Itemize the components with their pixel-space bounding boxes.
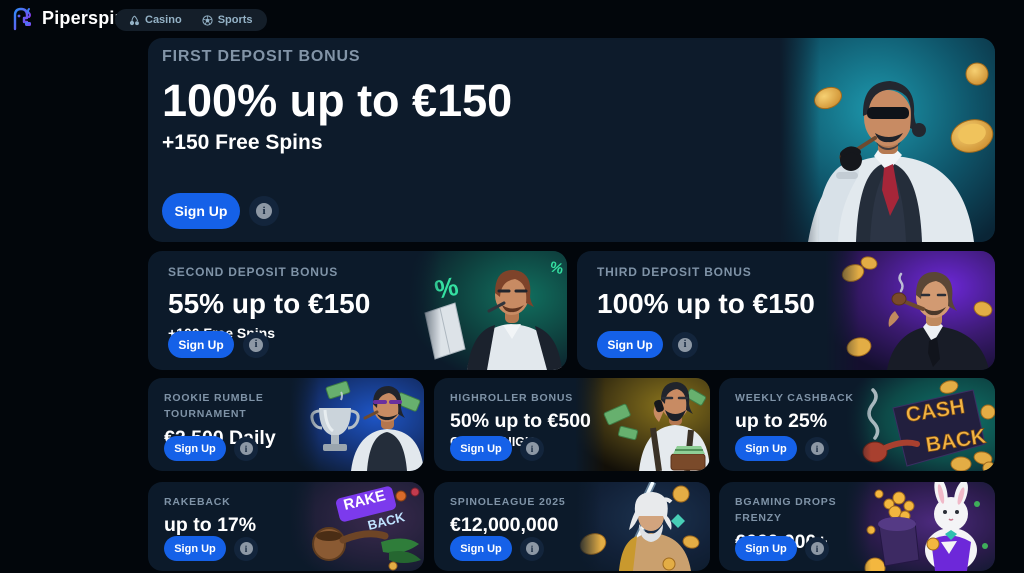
- card-title: 100% up to €150: [597, 288, 815, 319]
- card-title: up to 25%: [735, 410, 828, 433]
- zeus-lightning-coins-illustration: [575, 482, 710, 571]
- sign-up-button[interactable]: Sign Up: [735, 436, 797, 461]
- main-nav: Casino Sports: [115, 9, 267, 31]
- sign-up-button[interactable]: Sign Up: [162, 193, 240, 229]
- card-rakeback: RAKE BACK RAKEBACK up to 17% Sign Up i: [148, 482, 424, 571]
- brand-name: Piperspin: [42, 8, 126, 28]
- hero-man-with-pipe-illustration: [780, 38, 995, 242]
- soccer-ball-icon: [202, 14, 213, 26]
- gentleman-pipe-coins-illustration: [825, 251, 995, 370]
- cherries-icon: [129, 15, 139, 25]
- nav-sports[interactable]: Sports: [202, 14, 253, 26]
- man-suspenders-cash-illustration: [575, 378, 710, 471]
- sign-up-button[interactable]: Sign Up: [597, 331, 663, 358]
- cashback-sign-pipe-illustration: CASH BACK: [845, 378, 995, 471]
- sign-up-button[interactable]: Sign Up: [164, 436, 226, 461]
- info-icon[interactable]: i: [520, 436, 544, 461]
- rabbit-magician-coins-illustration: [845, 482, 995, 571]
- card-label: SPINOLEAGUE 2025: [450, 496, 566, 508]
- hero-banner-first-deposit: FIRST DEPOSIT BONUS 100% up to €150 +150…: [148, 38, 995, 242]
- man-reading-book-illustration: % %: [407, 251, 567, 370]
- card-label: HIGHROLLER BONUS: [450, 392, 574, 404]
- card-title: 55% up to €150: [168, 288, 371, 319]
- info-icon[interactable]: i: [234, 536, 258, 561]
- rakeback-pipe-leaves-illustration: RAKE BACK: [289, 482, 424, 571]
- card-title: up to 17%: [164, 514, 257, 537]
- info-icon[interactable]: i: [805, 436, 829, 461]
- card-label: SECOND DEPOSIT BONUS: [168, 265, 339, 279]
- info-icon[interactable]: i: [672, 331, 698, 358]
- card-highroller-bonus: HIGHROLLER BONUS 50% up to €500 Code: 50…: [434, 378, 710, 471]
- card-second-deposit-bonus: % % SECOND DEPOSIT BONUS 55% up to €150 …: [148, 251, 567, 370]
- sign-up-button[interactable]: Sign Up: [735, 536, 797, 561]
- card-label: WEEKLY CASHBACK: [735, 392, 854, 404]
- card-label: RAKEBACK: [164, 496, 231, 508]
- info-icon[interactable]: i: [234, 436, 258, 461]
- card-third-deposit-bonus: THIRD DEPOSIT BONUS 100% up to €150 Sign…: [577, 251, 995, 370]
- sign-up-button[interactable]: Sign Up: [164, 536, 226, 561]
- man-trophy-cash-illustration: [289, 378, 424, 471]
- card-weekly-cashback: CASH BACK WEEKLY CASHBACK up to 25% Sign…: [719, 378, 995, 471]
- hero-label: FIRST DEPOSIT BONUS: [162, 48, 361, 65]
- hero-title: 100% up to €150: [162, 75, 513, 126]
- card-spinoleague-2025: SPINOLEAGUE 2025 €12,000,000 Sign Up i: [434, 482, 710, 571]
- info-icon[interactable]: i: [520, 536, 544, 561]
- sign-up-button[interactable]: Sign Up: [450, 436, 512, 461]
- card-label: ROOKIE RUMBLE TOURNAMENT: [164, 392, 264, 421]
- info-icon[interactable]: i: [249, 196, 279, 226]
- sign-up-button[interactable]: Sign Up: [450, 536, 512, 561]
- hero-subtitle: +150 Free Spins: [162, 131, 323, 154]
- card-title: €12,000,000: [450, 514, 559, 537]
- sign-up-button[interactable]: Sign Up: [168, 331, 234, 358]
- brand-logo[interactable]: Piperspin: [8, 5, 126, 32]
- nav-casino-label: Casino: [145, 14, 182, 26]
- card-title: 50% up to €500: [450, 410, 591, 433]
- nav-sports-label: Sports: [217, 14, 253, 26]
- info-icon[interactable]: i: [243, 331, 269, 358]
- card-label: THIRD DEPOSIT BONUS: [597, 265, 752, 279]
- top-bar: Piperspin Casino Sports: [0, 0, 1024, 38]
- nav-casino[interactable]: Casino: [129, 14, 182, 26]
- percent-glyph: %: [548, 258, 565, 278]
- card-label: BGAMING DROPS FRENZY: [735, 496, 837, 525]
- piperspin-logo-icon: [13, 7, 31, 31]
- info-icon[interactable]: i: [805, 536, 829, 561]
- card-bgaming-drops-frenzy: BGAMING DROPS FRENZY €660,000+ Sign Up i: [719, 482, 995, 571]
- card-rookie-rumble-tournament: ROOKIE RUMBLE TOURNAMENT €2,500 Daily Si…: [148, 378, 424, 471]
